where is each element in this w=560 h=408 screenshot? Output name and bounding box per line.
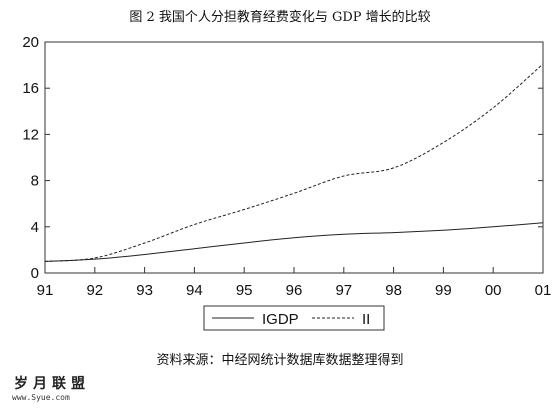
source-note: 资料来源：中经网统计数据库数据整理得到: [156, 353, 404, 368]
y-tick-label: 12: [22, 126, 39, 143]
x-tick-label: 98: [385, 282, 402, 299]
y-tick-label: 8: [31, 173, 39, 190]
watermark-url: www.Syue.com: [12, 393, 70, 402]
x-tick-label: 01: [535, 282, 552, 299]
y-tick-label: 0: [31, 265, 39, 282]
series-line-ii: [44, 63, 544, 262]
series-line-igdp: [44, 222, 544, 262]
x-tick-label: 00: [485, 282, 502, 299]
plot-frame: [44, 41, 544, 274]
y-tick-label: 16: [22, 80, 39, 97]
x-tick-label: 92: [86, 282, 103, 299]
x-tick-label: 97: [335, 282, 352, 299]
x-tick-label: 94: [186, 282, 203, 299]
x-tick-label: 99: [435, 282, 452, 299]
x-tick-label: 95: [236, 282, 253, 299]
y-tick-label: 4: [31, 219, 39, 236]
chart-title: 图 2 我国个人分担教育经费变化与 GDP 增长的比较: [129, 10, 431, 25]
y-tick-label: 20: [22, 34, 39, 51]
legend-label-igdp: IGDP: [262, 311, 299, 328]
legend-label-ii: II: [362, 311, 370, 328]
line-chart: 0 4 8 12 16 20 91 92 93 94 95 96 97 98 99 00 01 IGDP II: [22, 34, 552, 331]
x-tick-label: 93: [136, 282, 153, 299]
x-tick-label: 96: [286, 282, 303, 299]
x-tick-label: 91: [37, 282, 54, 299]
watermark-logo-text: 岁月联盟: [14, 376, 90, 392]
